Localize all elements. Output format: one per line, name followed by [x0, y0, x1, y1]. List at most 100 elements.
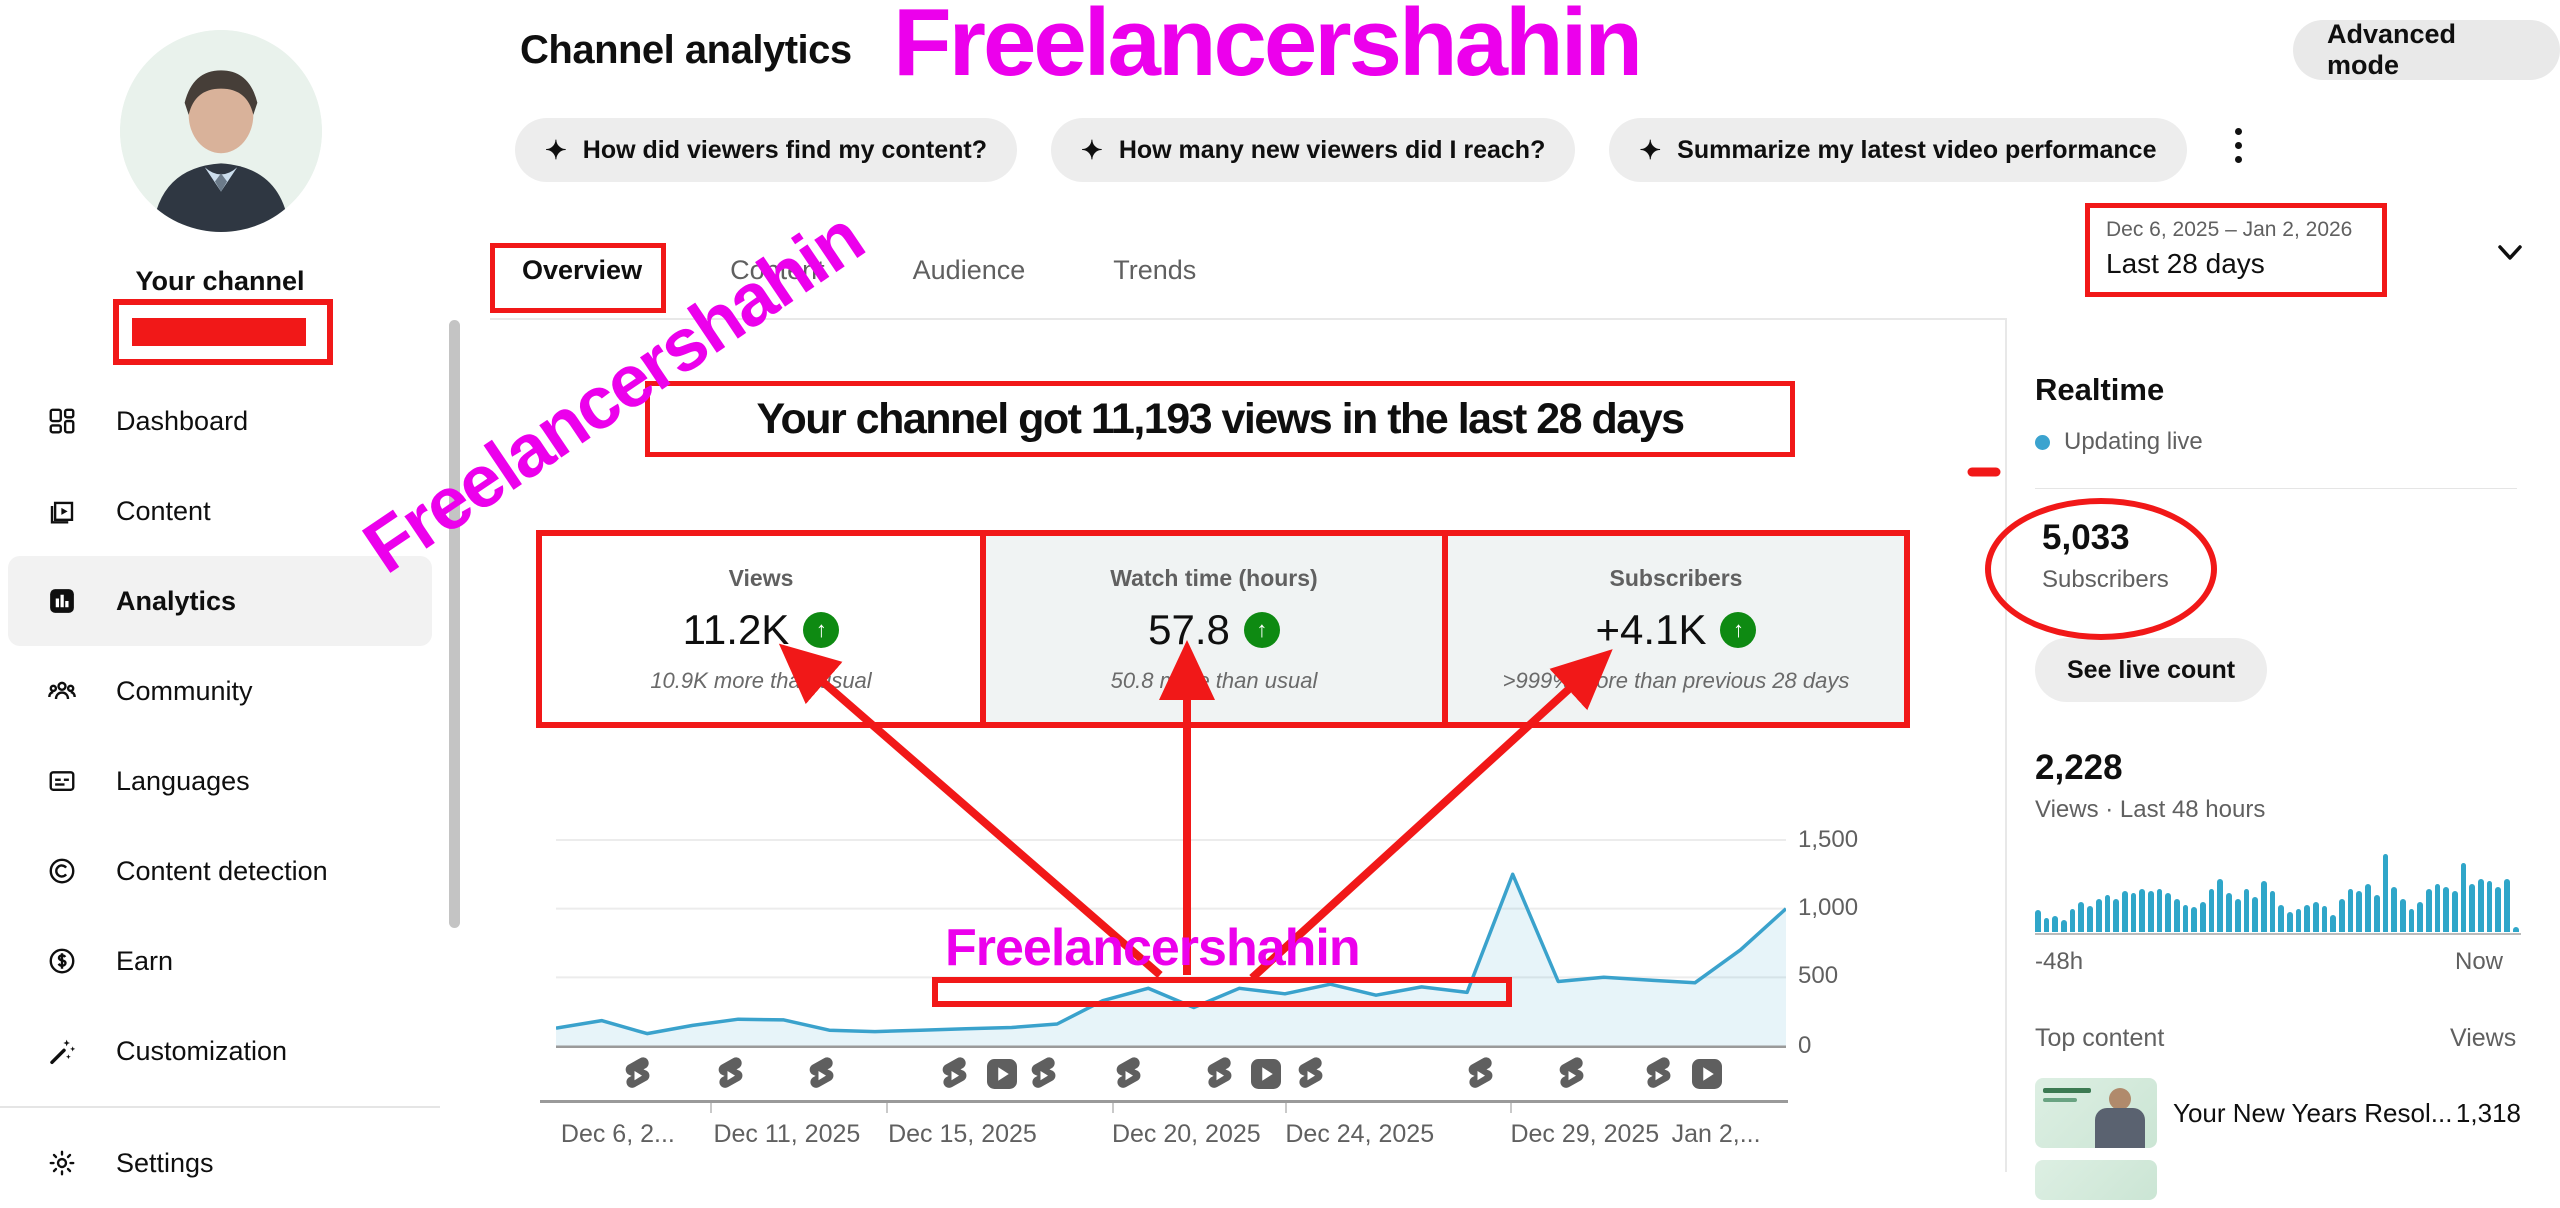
realtime-bar [2313, 902, 2319, 932]
realtime-bar [2321, 906, 2328, 932]
sidebar-item-label: Community [116, 675, 253, 706]
realtime-bar [2269, 891, 2276, 932]
dashboard-icon [46, 405, 78, 437]
y-axis-tick-label: 1,000 [1798, 894, 1859, 921]
shorts-video-icon[interactable] [939, 1056, 973, 1096]
sidebar-item-label: Dashboard [116, 405, 249, 436]
suggestion-chip[interactable]: ✦ How many new viewers did I reach? [1051, 118, 1576, 182]
realtime-bar [2365, 884, 2371, 932]
top-content-row[interactable]: Your New Years Resol... 1,318 [2035, 1078, 2521, 1148]
x-axis-tick [885, 1103, 888, 1113]
metric-value: +4.1K [1595, 605, 1707, 653]
metric-label: Watch time (hours) [1110, 564, 1318, 591]
sidebar-item-customization[interactable]: Customization [0, 1006, 460, 1096]
tab-content[interactable]: Content [730, 255, 825, 285]
top-content-video-views: 1,318 [2455, 1098, 2521, 1128]
suggestion-chip[interactable]: ✦ Summarize my latest video performance [1609, 118, 2187, 182]
views-headline: Your channel got 11,193 views in the las… [756, 394, 1685, 443]
video-play-icon[interactable] [1689, 1056, 1723, 1096]
analytics-tabs: Overview Content Audience Trends [522, 255, 1196, 294]
suggestion-chip-label: How did viewers find my content? [582, 135, 988, 164]
kebab-menu-icon[interactable] [2218, 122, 2258, 168]
suggestion-chip[interactable]: ✦ How did viewers find my content? [515, 118, 1018, 182]
shorts-video-icon[interactable] [622, 1056, 656, 1096]
sidebar-item-community[interactable]: Community [0, 646, 460, 736]
shorts-video-icon[interactable] [1295, 1056, 1329, 1096]
realtime-bar [2382, 854, 2389, 932]
your-channel-label[interactable]: Your channel [135, 266, 305, 296]
realtime-bar [2504, 879, 2510, 932]
date-range-selector[interactable]: Dec 6, 2025 – Jan 2, 2026 Last 28 days [2085, 203, 2387, 297]
sidebar-scrollbar[interactable] [449, 320, 460, 928]
realtime-bar [2174, 899, 2180, 932]
date-range-preset: Last 28 days [2106, 248, 2265, 279]
shorts-video-icon[interactable] [1113, 1056, 1147, 1096]
shorts-video-icon[interactable] [1643, 1056, 1677, 1096]
shorts-video-icon[interactable] [715, 1056, 749, 1096]
tab-trends[interactable]: Trends [1113, 255, 1197, 285]
date-range-text: Dec 6, 2025 – Jan 2, 2026 [2106, 218, 2353, 241]
channel-avatar[interactable] [120, 30, 322, 232]
realtime-bar [2043, 918, 2050, 932]
live-dot-icon [2035, 434, 2050, 450]
content-detection-icon [46, 855, 78, 887]
sidebar-item-analytics[interactable]: Analytics [8, 556, 432, 646]
advanced-mode-button[interactable]: Advanced mode [2293, 19, 2560, 80]
realtime-bar [2347, 889, 2354, 932]
center-underline-annotation-box [932, 977, 1512, 1007]
video-thumbnail [2035, 1078, 2157, 1148]
realtime-bar [2452, 891, 2458, 932]
realtime-bar [2330, 915, 2337, 932]
realtime-bar [2295, 909, 2302, 932]
sidebar-item-settings[interactable]: Settings [0, 1118, 460, 1208]
sidebar-item-label: Content [116, 495, 211, 526]
realtime-bar [2217, 879, 2224, 932]
metric-value: 57.8 [1148, 605, 1230, 653]
video-thumbnail-partial[interactable] [2035, 1160, 2157, 1200]
see-live-count-button[interactable]: See live count [2035, 638, 2268, 702]
sidebar-item-content-detection[interactable]: Content detection [0, 826, 460, 916]
chevron-down-icon[interactable] [2490, 232, 2530, 277]
tab-overview[interactable]: Overview [522, 255, 643, 285]
updating-live-label: Updating live [2064, 428, 2203, 455]
shorts-video-icon[interactable] [1028, 1056, 1062, 1096]
x-axis-tick [1111, 1103, 1114, 1113]
metric-card-watch-time-hours-[interactable]: Watch time (hours) 57.8 ↑ 50.8 more than us… [980, 530, 1448, 728]
x-axis-tick-label: Jan 2,... [1671, 1120, 1761, 1148]
realtime-bar [2052, 916, 2059, 932]
tab-audience[interactable]: Audience [912, 255, 1026, 285]
sidebar-item-languages[interactable]: Languages [0, 736, 460, 826]
sidebar-item-content[interactable]: Content [0, 466, 460, 556]
sparkle-icon: ✦ [1639, 134, 1662, 165]
realtime-views-count: 2,228 [2035, 748, 2123, 787]
shorts-video-icon[interactable] [806, 1056, 840, 1096]
realtime-bar [2286, 912, 2293, 932]
video-play-icon[interactable] [984, 1056, 1018, 1096]
metric-value: 11.2K [682, 605, 790, 653]
metric-label: Views [728, 564, 794, 591]
realtime-bar [2408, 909, 2415, 932]
metric-card-views[interactable]: Views 11.2K ↑ 10.9K more than usual [536, 530, 986, 728]
y-axis-tick-label: 500 [1798, 962, 1839, 989]
metric-card-subscribers[interactable]: Subscribers +4.1K ↑ >999% more than previou… [1442, 530, 1910, 728]
overview-tab-annotation-box [490, 243, 666, 313]
shorts-video-icon[interactable] [1204, 1056, 1238, 1096]
realtime-bar [2373, 895, 2380, 932]
y-axis-tick-label: 0 [1798, 1032, 1812, 1059]
realtime-bar [2104, 895, 2111, 932]
shorts-video-icon[interactable] [1465, 1056, 1499, 1096]
y-axis-tick-label: 1,500 [1798, 826, 1859, 853]
watermark-text-center: Freelancershahin [945, 919, 1361, 977]
realtime-axis-left-label: -48h [2035, 948, 2084, 975]
sidebar-item-earn[interactable]: Earn [0, 916, 460, 1006]
video-play-icon[interactable] [1248, 1056, 1282, 1096]
top-content-label: Top content [2035, 1024, 2165, 1052]
sidebar-menu: Dashboard Content Analytics Community Langua… [0, 376, 460, 1208]
customization-icon [46, 1035, 78, 1067]
sidebar-item-dashboard[interactable]: Dashboard [0, 376, 460, 466]
sparkle-icon: ✦ [1081, 134, 1103, 165]
panel-divider [2005, 318, 2007, 1172]
realtime-bar [2147, 891, 2154, 932]
realtime-bar [2304, 905, 2310, 932]
shorts-video-icon[interactable] [1556, 1056, 1590, 1096]
